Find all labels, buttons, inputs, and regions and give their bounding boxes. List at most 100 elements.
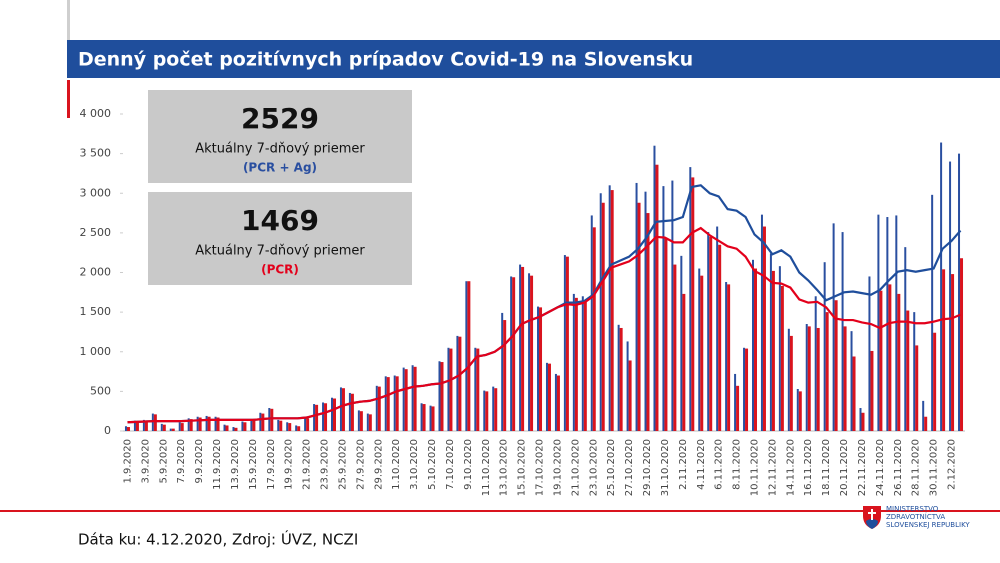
bar <box>234 427 238 431</box>
x-tick-label: 25.9.2020 <box>337 439 348 490</box>
bar <box>384 376 387 431</box>
y-tick-label: 500 <box>90 384 111 397</box>
bar <box>769 253 772 431</box>
bar <box>339 387 342 431</box>
bar <box>662 186 665 431</box>
bar <box>162 424 166 431</box>
bar <box>664 237 668 431</box>
x-tick-label: 29.10.2020 <box>642 439 653 496</box>
summary-note: (PCR) <box>261 263 299 277</box>
bar <box>879 290 883 431</box>
bar <box>960 258 964 431</box>
bar <box>760 214 763 431</box>
bar <box>368 414 372 431</box>
bar <box>395 376 399 431</box>
bar <box>214 416 217 431</box>
bar <box>357 410 360 431</box>
bar <box>350 393 354 431</box>
x-tick-label: 17.10.2020 <box>535 439 546 496</box>
bar <box>160 423 163 431</box>
accent-stripe <box>67 80 70 118</box>
bar <box>852 356 856 431</box>
bar <box>814 296 817 431</box>
x-tick-label: 26.11.2020 <box>893 439 904 496</box>
bar <box>547 363 551 431</box>
x-tick-label: 27.9.2020 <box>355 439 366 490</box>
plot: 0 500 1 000 1 500 2 000 2 500 3 000 3 500 4 000 1… <box>80 107 965 496</box>
bar <box>386 377 390 431</box>
bar <box>189 419 193 431</box>
bar <box>341 388 345 431</box>
bar <box>691 177 695 431</box>
bar <box>940 142 943 431</box>
bar <box>126 427 130 431</box>
bar <box>411 365 414 431</box>
bar <box>333 398 336 431</box>
x-tick-label: 23.10.2020 <box>588 439 599 496</box>
bar <box>778 266 781 431</box>
bar <box>259 412 262 431</box>
x-tick-label: 9.10.2020 <box>463 439 474 490</box>
x-tick-label: 21.10.2020 <box>570 439 581 496</box>
bar <box>476 348 480 431</box>
bar <box>539 307 543 431</box>
bar <box>277 419 280 431</box>
bar <box>216 417 220 431</box>
bar <box>288 423 292 431</box>
bar <box>207 416 211 431</box>
bar <box>734 373 737 431</box>
x-tick-label: 5.10.2020 <box>427 439 438 490</box>
logo-cross <box>868 509 876 520</box>
x-tick-label: 15.10.2020 <box>517 439 528 496</box>
bar <box>933 332 937 431</box>
summary-box <box>148 90 412 183</box>
bar <box>861 412 865 431</box>
bar <box>816 327 820 431</box>
bar <box>429 405 432 431</box>
bar <box>565 256 569 431</box>
bar <box>404 369 408 431</box>
bar <box>780 285 784 431</box>
bar <box>205 415 208 431</box>
bar <box>366 413 369 431</box>
bar <box>232 427 235 431</box>
bar <box>646 213 650 431</box>
footer-source: Dáta ku: 4.12.2020, Zdroj: ÚVZ, NCZI <box>78 530 358 549</box>
bar <box>153 414 157 431</box>
y-tick-label: 0 <box>104 424 111 437</box>
bar <box>223 424 226 431</box>
y-tick-label: 4 000 <box>80 107 112 120</box>
bar <box>503 320 507 431</box>
bar <box>474 347 477 431</box>
bar <box>313 404 316 431</box>
bar <box>492 386 495 431</box>
bar <box>635 182 638 431</box>
bar <box>805 324 808 431</box>
bar <box>187 418 190 431</box>
bar <box>942 269 946 431</box>
x-tick-label: 6.11.2020 <box>714 439 725 490</box>
bar <box>745 348 749 431</box>
x-tick-label: 19.10.2020 <box>552 439 563 496</box>
bar <box>438 361 441 431</box>
logo: MINISTERSTVO ZDRAVOTNÍCTVA SLOVENSKEJ RE… <box>863 505 970 529</box>
bar <box>574 297 578 431</box>
bar <box>825 312 829 431</box>
x-tick-label: 31.10.2020 <box>660 439 671 496</box>
bar <box>456 335 459 431</box>
bar <box>709 236 713 431</box>
x-tick-label: 2.11.2020 <box>678 439 689 490</box>
bar <box>331 397 333 431</box>
bar <box>144 420 148 431</box>
bar <box>537 306 540 431</box>
bar <box>951 274 955 431</box>
bar <box>261 413 265 431</box>
x-tick-label: 19.9.2020 <box>284 439 295 490</box>
x-tick-label: 15.9.2020 <box>248 439 259 490</box>
bar <box>590 215 593 431</box>
bar <box>619 327 623 431</box>
bar <box>142 419 145 431</box>
x-tick-label: 5.9.2020 <box>158 439 169 484</box>
bar <box>133 420 136 431</box>
x-tick-label: 12.11.2020 <box>767 439 778 496</box>
